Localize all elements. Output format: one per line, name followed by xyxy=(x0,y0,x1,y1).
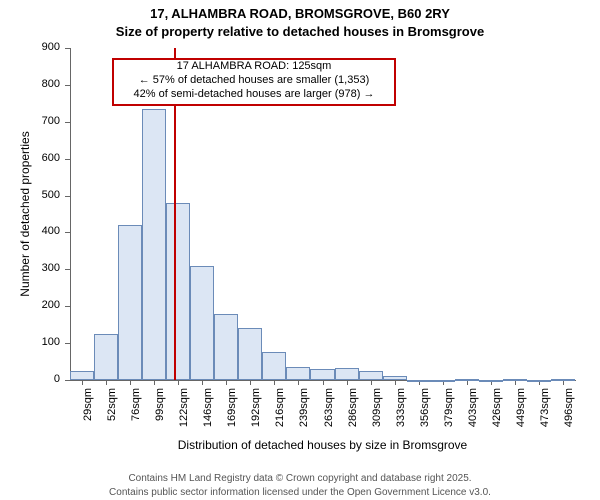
histogram-bar xyxy=(455,379,479,381)
y-tick-label: 200 xyxy=(0,299,60,311)
histogram-bar xyxy=(527,380,551,382)
x-tick-mark xyxy=(226,380,227,385)
x-tick-mark xyxy=(347,380,348,385)
histogram-bar xyxy=(286,367,310,380)
histogram-bar xyxy=(70,371,94,380)
y-tick-label: 400 xyxy=(0,225,60,237)
y-tick-label: 300 xyxy=(0,262,60,274)
annotation-larger: 42% of semi-detached houses are larger (… xyxy=(114,88,394,102)
y-tick-label: 0 xyxy=(0,373,60,385)
histogram-bar xyxy=(359,371,383,380)
x-tick-mark xyxy=(178,380,179,385)
histogram-bar xyxy=(551,379,575,381)
y-tick-label: 600 xyxy=(0,152,60,164)
y-tick-mark xyxy=(65,343,70,344)
histogram-bar xyxy=(335,368,359,380)
chart-title-line1: 17, ALHAMBRA ROAD, BROMSGROVE, B60 2RY xyxy=(0,6,600,21)
histogram-bar xyxy=(238,328,262,380)
histogram-bar xyxy=(431,380,455,382)
x-tick-mark xyxy=(82,380,83,385)
annotation-smaller: ← 57% of detached houses are smaller (1,… xyxy=(114,74,394,88)
histogram-bar xyxy=(118,225,142,380)
x-tick-mark xyxy=(274,380,275,385)
histogram-bar xyxy=(262,352,286,380)
x-tick-mark xyxy=(250,380,251,385)
histogram-bar xyxy=(94,334,118,380)
x-tick-mark xyxy=(202,380,203,385)
y-tick-label: 900 xyxy=(0,41,60,53)
histogram-bar xyxy=(190,266,214,380)
histogram-bar xyxy=(383,376,407,380)
x-tick-mark xyxy=(106,380,107,385)
histogram-bar xyxy=(142,109,166,380)
annotation-box: 17 ALHAMBRA ROAD: 125sqm ← 57% of detach… xyxy=(112,58,396,106)
y-tick-label: 700 xyxy=(0,115,60,127)
footer-line1: Contains HM Land Registry data © Crown c… xyxy=(0,473,600,484)
histogram-bar xyxy=(214,314,238,380)
x-tick-mark xyxy=(154,380,155,385)
y-tick-label: 800 xyxy=(0,78,60,90)
annotation-value: 17 ALHAMBRA ROAD: 125sqm xyxy=(114,60,394,74)
y-tick-label: 100 xyxy=(0,336,60,348)
y-tick-label: 500 xyxy=(0,189,60,201)
chart-title-line2: Size of property relative to detached ho… xyxy=(0,24,600,39)
x-axis-label: Distribution of detached houses by size … xyxy=(70,438,575,452)
y-tick-mark xyxy=(65,122,70,123)
y-tick-mark xyxy=(65,232,70,233)
histogram-bar xyxy=(503,379,527,381)
histogram-bar xyxy=(407,380,431,382)
x-tick-mark xyxy=(323,380,324,385)
y-tick-mark xyxy=(65,196,70,197)
histogram-bar xyxy=(479,380,503,382)
y-axis-label: Number of detached properties xyxy=(18,48,32,380)
y-tick-mark xyxy=(65,159,70,160)
histogram-bar xyxy=(166,203,190,380)
footer-line2: Contains public sector information licen… xyxy=(0,487,600,498)
histogram-chart: 17, ALHAMBRA ROAD, BROMSGROVE, B60 2RY S… xyxy=(0,0,600,500)
y-tick-mark xyxy=(65,380,70,381)
histogram-bar xyxy=(310,369,334,380)
x-tick-mark xyxy=(395,380,396,385)
y-tick-mark xyxy=(65,269,70,270)
y-tick-mark xyxy=(65,306,70,307)
y-tick-mark xyxy=(65,85,70,86)
x-tick-mark xyxy=(371,380,372,385)
y-tick-mark xyxy=(65,48,70,49)
x-tick-mark xyxy=(130,380,131,385)
x-tick-mark xyxy=(298,380,299,385)
